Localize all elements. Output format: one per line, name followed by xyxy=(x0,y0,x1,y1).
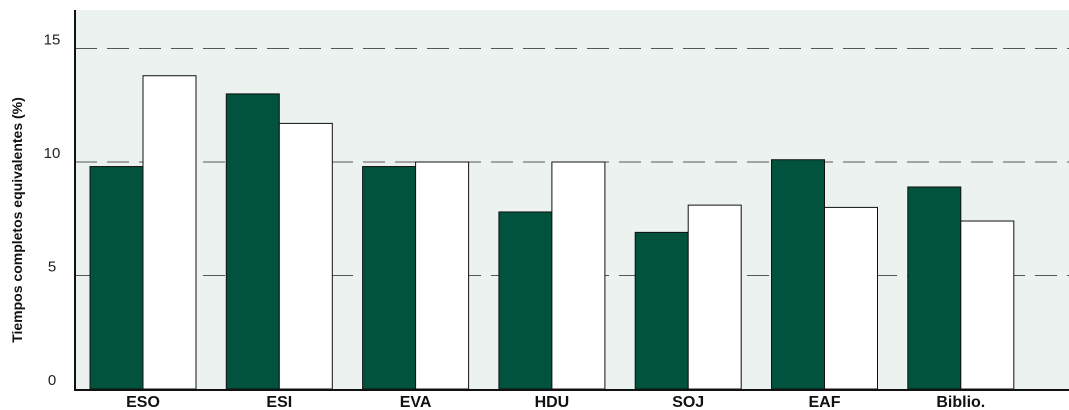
y-tick-labels: 0 5 10 15 xyxy=(44,32,61,390)
bar-eso-series1 xyxy=(89,166,144,390)
y-axis-title: Tiempos completos equivalentes (%) xyxy=(9,97,25,343)
y-tick-label: 5 xyxy=(48,259,56,276)
x-category-label: HDU xyxy=(535,394,570,410)
bar-eaf-series1 xyxy=(771,159,825,390)
x-category-labels: ESO ESI EVA HDU SOJ EAF Biblio. xyxy=(126,394,985,410)
x-category-label: SOJ xyxy=(672,394,704,410)
x-category-label: EVA xyxy=(400,394,432,410)
bars xyxy=(89,75,1015,390)
bar-soj-series1 xyxy=(634,231,689,390)
bar-eva-series1 xyxy=(362,166,417,390)
bar-eaf-series2 xyxy=(824,206,878,390)
bar-biblio-series2 xyxy=(960,220,1015,390)
x-category-label: ESI xyxy=(266,394,292,410)
bar-soj-series2 xyxy=(687,204,742,390)
bar-eva-series2 xyxy=(415,161,470,390)
x-category-label: Biblio. xyxy=(936,394,985,410)
y-tick-label: 10 xyxy=(44,145,61,162)
x-category-label: EAF xyxy=(809,394,841,410)
bar-hdu-series1 xyxy=(498,211,553,390)
bar-eso-series2 xyxy=(142,75,197,390)
y-tick-label: 0 xyxy=(48,372,56,389)
bar-esi-series2 xyxy=(278,122,333,390)
x-category-label: ESO xyxy=(126,394,160,410)
y-tick-label: 15 xyxy=(44,32,61,49)
bar-biblio-series1 xyxy=(907,186,962,390)
bar-hdu-series2 xyxy=(551,161,606,390)
bar-esi-series1 xyxy=(225,93,280,390)
